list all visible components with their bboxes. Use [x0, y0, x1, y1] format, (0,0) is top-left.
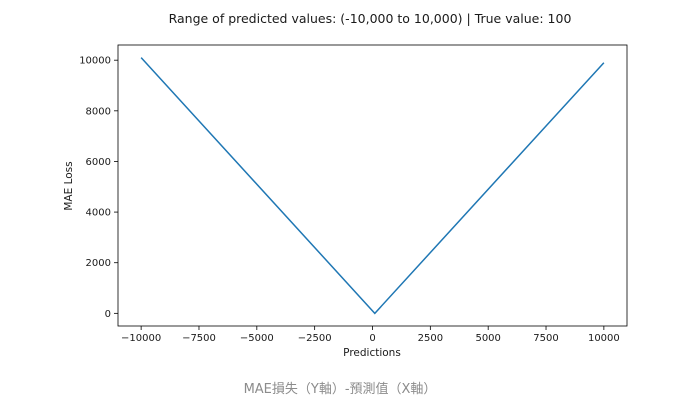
y-tick-label: 10000 — [79, 56, 111, 67]
y-tick-label: 4000 — [86, 208, 111, 219]
y-axis-label: MAE Loss — [63, 161, 75, 210]
x-tick-label: 5000 — [475, 333, 500, 344]
x-tick-label: 2500 — [418, 333, 443, 344]
x-tick-label: −5000 — [240, 333, 274, 344]
series-line — [140, 57, 605, 315]
y-axis-ticks: 0 2000 4000 6000 8000 10000 — [79, 56, 118, 320]
plot-area-frame — [117, 44, 628, 327]
y-tick-label: 6000 — [86, 157, 111, 168]
x-tick-label: 7500 — [533, 333, 558, 344]
x-tick-label: −7500 — [182, 333, 216, 344]
y-tick-label: 0 — [105, 309, 111, 320]
x-tick-label: −2500 — [298, 333, 332, 344]
x-axis-label: Predictions — [343, 347, 401, 359]
mae-loss-chart: Range of predicted values: (-10,000 to 1… — [63, 11, 628, 359]
x-tick-label: −10000 — [121, 333, 161, 344]
series-group — [140, 57, 605, 315]
x-tick-label: 10000 — [588, 333, 620, 344]
x-tick-label: 0 — [369, 333, 375, 344]
chart-title: Range of predicted values: (-10,000 to 1… — [169, 11, 572, 26]
figure-caption: MAE損失（Y軸）-預測值（X軸） — [243, 382, 437, 397]
x-axis-ticks: −10000 −7500 −5000 −2500 0 2500 5000 7500 10000 — [121, 326, 620, 344]
y-tick-label: 8000 — [86, 106, 111, 117]
y-tick-label: 2000 — [86, 258, 111, 269]
